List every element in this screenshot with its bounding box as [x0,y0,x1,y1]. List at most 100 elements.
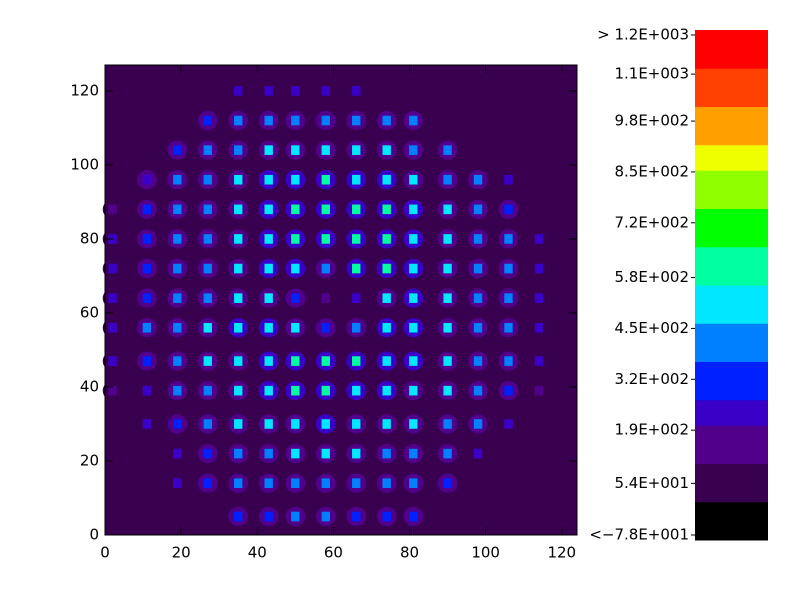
x-tick-label: 120 [547,544,576,562]
spot [264,263,273,274]
spot [291,293,300,303]
x-tick-label: 100 [471,544,500,562]
spot [264,234,273,244]
spot [173,322,182,333]
x-tick-label: 80 [400,544,419,562]
colorbar-band [695,476,768,490]
colorbar-label: > 1.2E+003 [597,26,689,44]
colorbar-band [695,144,768,158]
spot [108,322,117,333]
spot [234,263,243,274]
colorbar-band [695,501,768,515]
spot [352,174,361,185]
spot [291,478,300,488]
y-tick-label: 20 [80,451,99,469]
spot [264,204,273,215]
colorbar-label: 8.5E+002 [614,162,689,180]
spot [534,356,544,366]
spot [382,234,391,244]
spot [142,385,152,396]
spot [443,478,452,488]
colorbar-band [695,234,768,248]
spot [473,448,483,459]
colorbar-label: 9.8E+002 [614,112,689,130]
colorbar-band [695,361,768,375]
spot [173,478,182,488]
colorbar-label: 1.9E+002 [614,421,689,439]
spot [382,145,391,155]
spot [473,174,483,185]
spot [321,322,330,333]
spot [352,115,361,126]
spot [352,293,361,303]
spot [473,356,483,366]
spot [504,293,513,303]
colorbar-band [695,170,768,184]
spot [321,234,330,244]
spot [203,115,212,126]
spot [409,356,418,366]
spot [173,204,182,215]
spot [382,293,391,303]
spot [321,419,330,429]
spot [534,322,544,333]
spot [203,385,212,396]
spot [321,145,330,155]
spot [291,263,300,274]
spot [142,293,152,303]
colorbar-band [695,425,768,439]
spot [382,174,391,185]
x-tick-label: 20 [172,544,191,562]
spot [173,385,182,396]
spot [264,511,273,522]
spot [203,293,212,303]
colorbar-band [695,310,768,324]
spot [234,145,243,155]
spot [443,322,452,333]
spot [234,204,243,215]
spot [321,174,330,185]
spot [108,263,117,274]
spot [382,511,391,522]
spot [291,322,300,333]
spot [504,322,513,333]
y-tick-label: 100 [70,155,99,173]
spot [352,145,361,155]
spot [352,385,361,396]
spot [264,86,273,96]
colorbar-label: 5.8E+002 [614,268,689,286]
spot [443,293,452,303]
spot [173,356,182,366]
spot [264,448,273,459]
colorbar-band [695,348,768,362]
spot [234,356,243,366]
spot [173,263,182,274]
spot [264,322,273,333]
spot [504,234,513,244]
spot [473,322,483,333]
spot [473,419,483,429]
colorbar-band [695,412,768,426]
spot [504,385,513,396]
colorbar-band [695,68,768,82]
colorbar-label: <−7.8E+001 [589,526,689,544]
spot [321,448,330,459]
spot [291,356,300,366]
colorbar-label: 5.4E+001 [614,474,689,492]
plot-frame [104,64,578,536]
colorbar-band [695,81,768,95]
spot [291,448,300,459]
spot [234,322,243,333]
colorbar-band [695,336,768,350]
spot [352,448,361,459]
spot [203,204,212,215]
spot [352,234,361,244]
spot [173,234,182,244]
y-tick-label: 80 [80,229,99,247]
spot [173,174,182,185]
spot [504,174,513,185]
y-tick-label: 120 [70,81,99,99]
colorbar-band [695,285,768,299]
spot [504,263,513,274]
